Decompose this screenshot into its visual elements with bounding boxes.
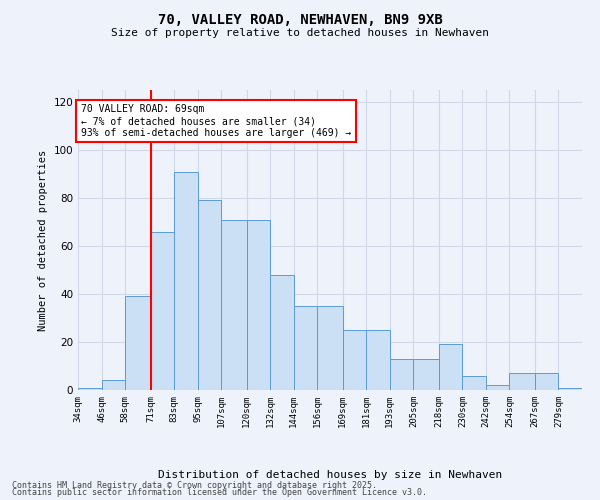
Bar xyxy=(559,388,582,390)
Text: Size of property relative to detached houses in Newhaven: Size of property relative to detached ho… xyxy=(111,28,489,38)
Bar xyxy=(221,220,247,390)
Bar xyxy=(439,344,463,390)
Bar xyxy=(317,306,343,390)
Bar xyxy=(174,172,197,390)
Bar xyxy=(197,200,221,390)
Bar xyxy=(151,232,174,390)
Bar xyxy=(343,330,366,390)
Y-axis label: Number of detached properties: Number of detached properties xyxy=(38,150,48,330)
Bar xyxy=(413,359,439,390)
Bar xyxy=(294,306,317,390)
Bar xyxy=(509,373,535,390)
Bar xyxy=(390,359,413,390)
Bar xyxy=(486,385,509,390)
Bar xyxy=(366,330,390,390)
Bar xyxy=(125,296,151,390)
Text: Contains public sector information licensed under the Open Government Licence v3: Contains public sector information licen… xyxy=(12,488,427,497)
Text: 70, VALLEY ROAD, NEWHAVEN, BN9 9XB: 70, VALLEY ROAD, NEWHAVEN, BN9 9XB xyxy=(158,12,442,26)
Bar xyxy=(535,373,559,390)
Bar xyxy=(101,380,125,390)
Text: 70 VALLEY ROAD: 69sqm
← 7% of detached houses are smaller (34)
93% of semi-detac: 70 VALLEY ROAD: 69sqm ← 7% of detached h… xyxy=(81,104,351,138)
Bar xyxy=(463,376,486,390)
Bar xyxy=(78,388,101,390)
Text: Contains HM Land Registry data © Crown copyright and database right 2025.: Contains HM Land Registry data © Crown c… xyxy=(12,480,377,490)
Bar xyxy=(270,275,294,390)
Text: Distribution of detached houses by size in Newhaven: Distribution of detached houses by size … xyxy=(158,470,502,480)
Bar xyxy=(247,220,270,390)
